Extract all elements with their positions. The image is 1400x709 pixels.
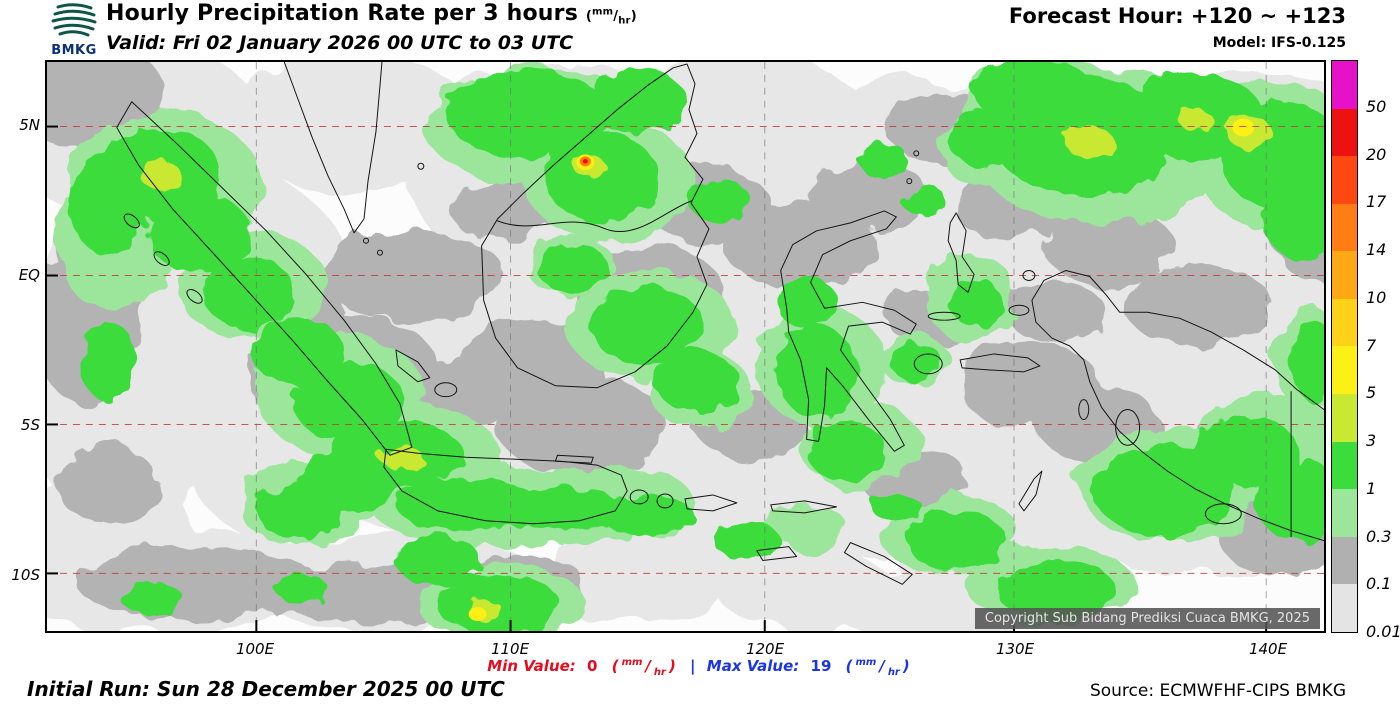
legend-color-cell — [1332, 251, 1357, 299]
title-text: Hourly Precipitation Rate per 3 hours — [106, 1, 586, 26]
legend-label: 0.3 — [1366, 526, 1392, 546]
lon-label: 100E — [235, 640, 275, 658]
precip-layer-green — [68, 62, 1324, 631]
legend-color-cell — [1332, 536, 1357, 585]
legend-color-cell — [1332, 584, 1357, 632]
initial-run-label: Initial Run: Sun 28 December 2025 00 UTC — [27, 677, 505, 701]
legend-color-cell — [1332, 394, 1357, 442]
max-value: 19 — [810, 657, 832, 675]
title-block: Hourly Precipitation Rate per 3 hours (m… — [106, 1, 637, 54]
forecast-hour-label: Forecast Hour: +120 ~ +123 — [1008, 4, 1346, 28]
min-value-unit: (mm / hr) — [611, 657, 676, 678]
lat-label: 5N — [19, 116, 40, 134]
legend-color-cell — [1332, 489, 1357, 537]
min-value: 0 — [587, 657, 598, 675]
legend-label: 1 — [1366, 478, 1377, 498]
legend-color-cell — [1332, 156, 1357, 204]
lon-label: 140E — [1248, 640, 1288, 658]
legend-label: 10 — [1366, 287, 1387, 307]
bmkg-logo-icon — [51, 3, 97, 37]
legend-color-cell — [1332, 61, 1357, 109]
precip-layer-peak — [579, 156, 591, 167]
minmax-separator: | — [690, 657, 696, 675]
legend-label: 5 — [1366, 383, 1377, 403]
lat-label: 5S — [20, 416, 40, 434]
legend-color-cell — [1332, 346, 1357, 395]
minmax-line: Min Value: 0 (mm / hr) | Max Value: 19 (mm… — [0, 657, 1400, 678]
lon-label: 110E — [490, 640, 530, 658]
coastlines — [116, 62, 1324, 585]
legend-label: 50 — [1366, 96, 1387, 116]
model-label: Model: IFS-0.125 — [1212, 35, 1346, 51]
page-title: Hourly Precipitation Rate per 3 hours (m… — [106, 1, 637, 27]
gridlines — [47, 62, 1324, 631]
legend-label: 7 — [1366, 335, 1377, 355]
min-value-label: Min Value: — [487, 657, 576, 675]
lon-label: 130E — [995, 640, 1035, 658]
map-frame: Copyright Sub Bidang Prediksi Cuaca BMKG… — [45, 60, 1326, 633]
precipitation-map — [47, 62, 1324, 631]
header-right: Forecast Hour: +120 ~ +123 Model: IFS-0.… — [1009, 4, 1346, 51]
legend-label: 0.01 — [1366, 622, 1400, 641]
lat-label: EQ — [18, 266, 40, 284]
legend-label: 14 — [1366, 240, 1387, 259]
lon-label: 120E — [745, 640, 785, 658]
legend: 50 20 17 14 10 7 5 3 1 0.3 0.1 0.01 — [1331, 60, 1400, 640]
max-value-unit: (mm / hr) — [845, 657, 910, 678]
legend-color-cell — [1332, 441, 1357, 490]
legend-color-cell — [1332, 298, 1357, 347]
lat-label: 10S — [11, 566, 40, 584]
bmkg-logo: BMKG — [46, 1, 102, 58]
source-label: Source: ECMWFHF-CIPS BMKG — [1089, 681, 1346, 701]
legend-colorbar — [1331, 60, 1358, 633]
legend-label: 0.1 — [1366, 574, 1392, 594]
precip-layer-yellowgreen — [140, 107, 1271, 621]
legend-label: 3 — [1366, 431, 1377, 450]
max-value-label: Max Value: — [706, 657, 800, 675]
legend-label: 20 — [1366, 144, 1387, 164]
legend-color-cell — [1332, 108, 1357, 157]
copyright-overlay: Copyright Sub Bidang Prediksi Cuaca BMKG… — [974, 608, 1320, 629]
bmkg-logo-text: BMKG — [51, 43, 97, 58]
valid-time-label: Valid: Fri 02 January 2026 00 UTC to 03 … — [106, 31, 574, 54]
legend-color-cell — [1332, 203, 1357, 252]
legend-label: 17 — [1366, 192, 1387, 212]
title-unit: (mm/hr) — [585, 6, 637, 27]
